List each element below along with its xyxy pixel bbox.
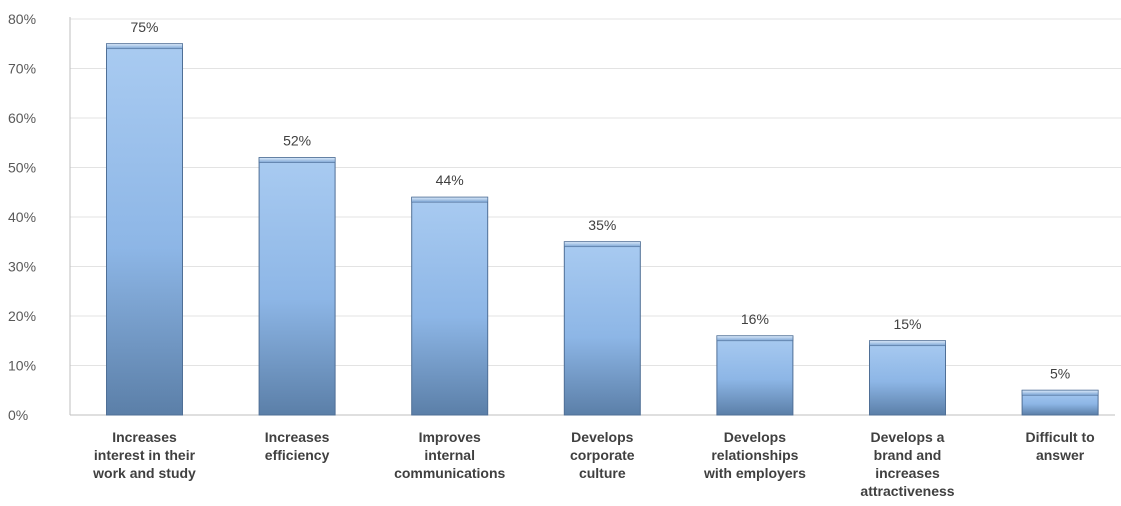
y-tick-label: 30% xyxy=(8,259,36,275)
bar xyxy=(869,340,946,416)
data-label: 15% xyxy=(893,316,921,332)
y-tick-label: 10% xyxy=(8,358,36,374)
data-label: 75% xyxy=(130,19,158,35)
x-tick-label: Difficult to answer xyxy=(1025,429,1094,463)
bar-cap xyxy=(411,196,489,203)
y-tick-label: 50% xyxy=(8,160,36,176)
data-label: 35% xyxy=(588,217,616,233)
y-axis-ticks: 0% 10% 20% 30% 40% 50% 60% 70% 80% xyxy=(8,11,36,423)
data-label: 52% xyxy=(283,133,311,149)
bars xyxy=(106,43,1099,416)
bar xyxy=(258,157,336,416)
x-tick-label: Develops a brand and increases attractivene… xyxy=(860,429,954,499)
bar xyxy=(716,335,794,416)
x-axis-categories: Increases interest in their work and study… xyxy=(92,429,1095,499)
bar-body xyxy=(563,241,641,416)
y-tick-label: 60% xyxy=(8,110,36,126)
y-tick-label: 70% xyxy=(8,61,36,77)
bar-cap xyxy=(258,157,336,163)
bar-body xyxy=(869,340,946,416)
bar-cap xyxy=(1021,389,1099,396)
x-tick-label: Increases interest in their work and study xyxy=(92,429,196,481)
bar xyxy=(1021,389,1099,416)
bar-body xyxy=(258,157,336,416)
bar-cap xyxy=(563,241,641,248)
bar-body xyxy=(106,43,183,416)
x-tick-label: Increases efficiency xyxy=(265,429,330,463)
data-labels: 75% 52% 44% 35% 16% 15% 5% xyxy=(130,19,1070,382)
bar-cap xyxy=(106,43,183,50)
bar xyxy=(106,43,183,416)
x-tick-label: Improves internal communications xyxy=(394,429,505,481)
bar-cap xyxy=(869,340,946,347)
bar-body xyxy=(716,335,794,416)
x-tick-label: Develops relationships with employers xyxy=(703,429,806,481)
x-tick-label: Develops corporate culture xyxy=(570,429,635,481)
y-tick-label: 0% xyxy=(8,407,28,423)
data-label: 44% xyxy=(436,172,464,188)
bar-cap xyxy=(716,335,794,342)
y-tick-label: 80% xyxy=(8,11,36,27)
bar xyxy=(563,241,641,416)
data-label: 5% xyxy=(1050,365,1070,381)
bar xyxy=(411,196,489,416)
data-label: 16% xyxy=(741,311,769,327)
y-tick-label: 20% xyxy=(8,308,36,324)
y-tick-label: 40% xyxy=(8,209,36,225)
bar-body xyxy=(411,196,489,416)
